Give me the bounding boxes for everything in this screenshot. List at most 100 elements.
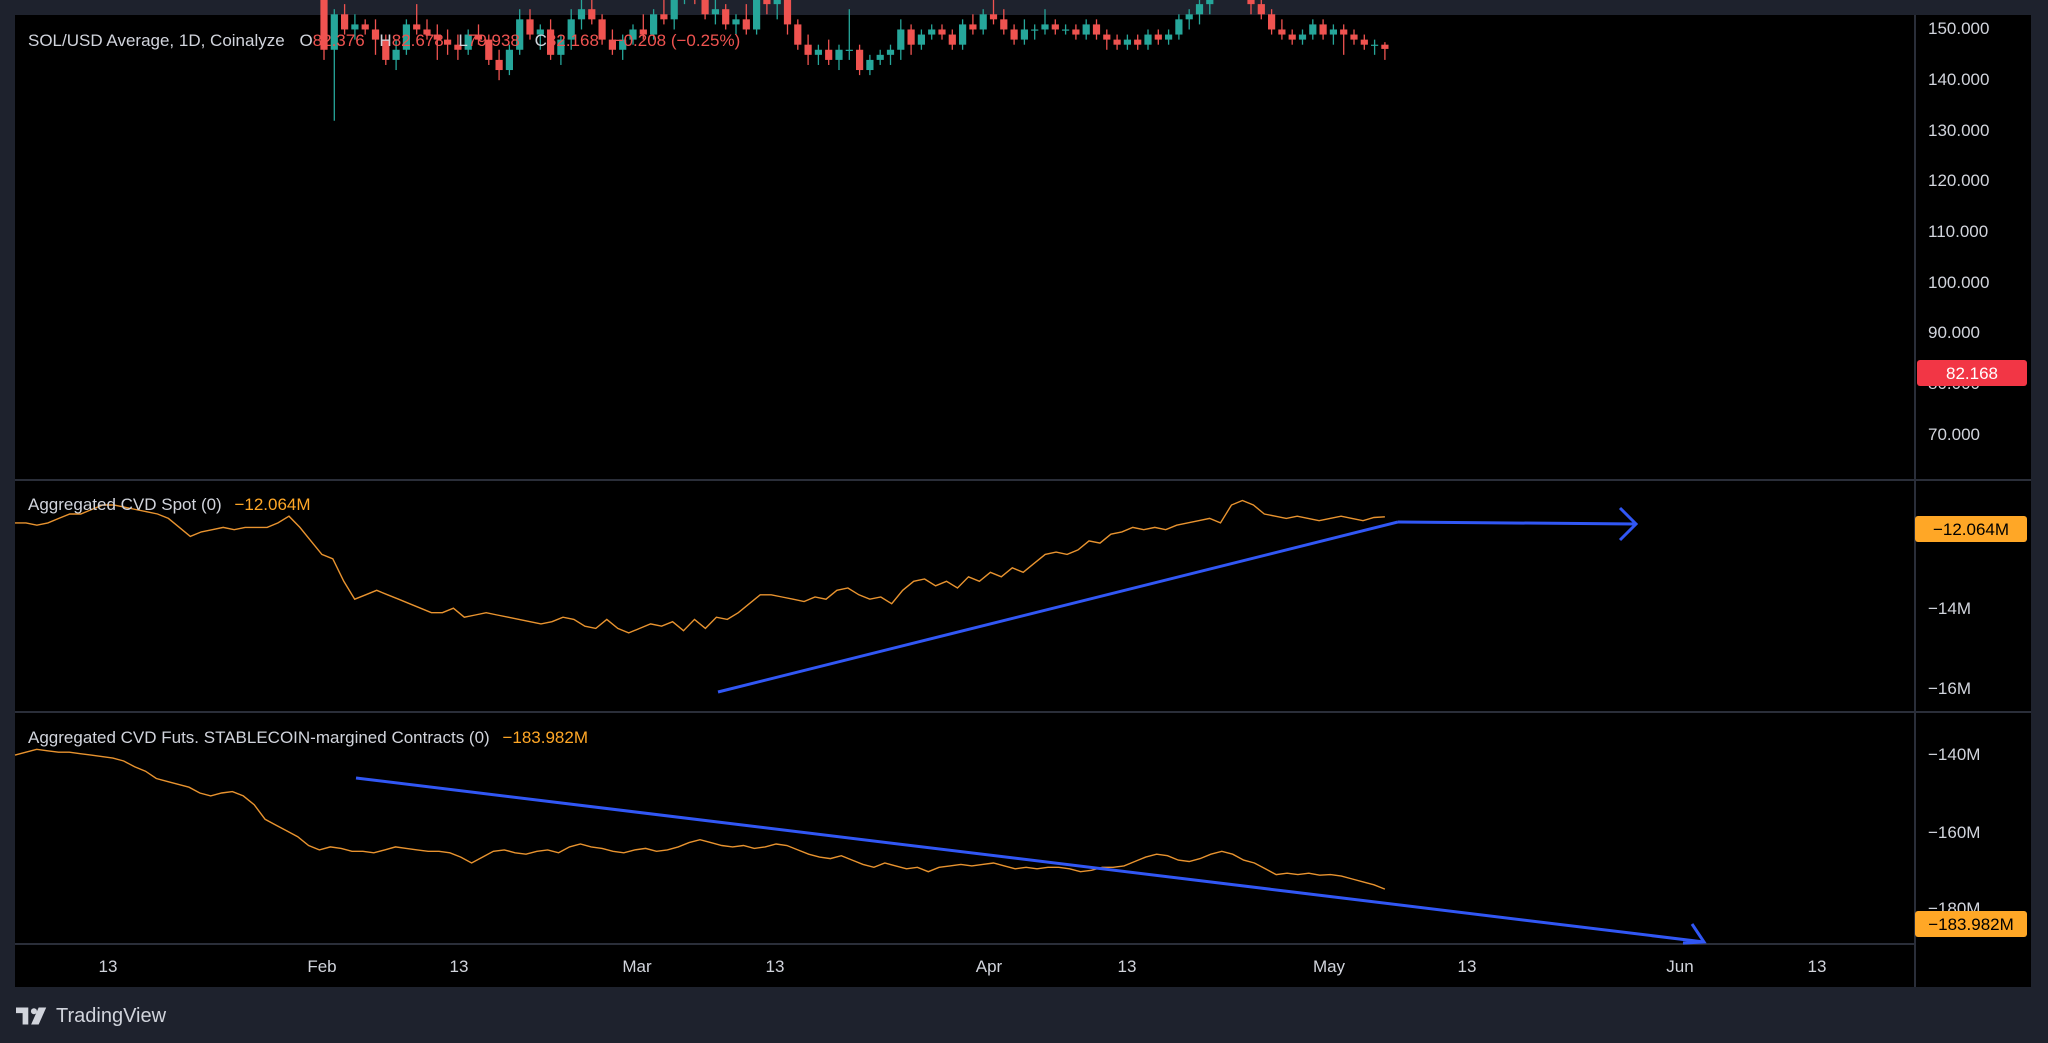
spot-legend-value: −12.064M [234,495,310,514]
price-tick: 90.000 [1928,323,1980,342]
spot-trendline-1[interactable] [717,520,1399,694]
open-label: O [299,31,312,50]
price-tick: 140.000 [1928,70,1989,89]
tradingview-logo-icon [16,1007,47,1025]
spot-axis-value: −12.064M [1933,520,2009,539]
cvd-futs-line [14,748,1386,890]
high-value: 82.678 [392,31,444,50]
candle-body [969,24,977,30]
chart-canvas[interactable] [15,15,2031,987]
candle-body [619,39,627,50]
tradingview-branding[interactable]: TradingView [16,1003,166,1029]
futs-legend[interactable]: Aggregated CVD Futs. STABLECOIN-margined… [28,728,588,747]
candle-body [711,9,719,15]
price-axis[interactable]: 150.000 140.000 130.000 120.000 110.000 … [1928,19,1989,444]
candle-body [773,0,781,5]
time-tick: Jun [1666,957,1693,976]
candle-body [732,19,740,25]
candle-body [454,44,462,50]
spot-tick: −16M [1928,679,1971,698]
candle-body [1371,44,1379,46]
candles [320,0,1389,121]
candle-body [320,0,328,50]
futs-axis[interactable]: −140M −160M −180M −183.982M [1915,745,2027,937]
candle-body [948,34,956,45]
futs-tick: −140M [1928,745,1980,764]
candle-body [650,14,658,35]
candle-body [557,39,565,55]
candle-body [1144,34,1152,45]
candle-body [1051,24,1059,30]
last-price-label: 82.168 [1946,364,1998,383]
candle-body [1185,14,1193,20]
futs-legend-value: −183.982M [502,728,588,747]
cvd-spot-pane[interactable] [15,499,1639,694]
spot-trendline-2[interactable] [1397,520,1637,526]
candle-body [804,44,812,55]
candle-body [1329,29,1337,35]
candle-body [1072,29,1080,35]
candle-body [444,39,452,45]
candle-body [1000,19,1008,30]
candle-body [1381,44,1389,49]
high-label: H [379,31,391,50]
candle-body [341,14,349,30]
candle-body [1268,14,1276,30]
candle-body [423,29,431,35]
time-tick: 13 [1808,957,1827,976]
candle-body [897,29,905,50]
spot-axis[interactable]: −12.064M −14M −16M [1915,516,2027,698]
futs-trendline[interactable] [355,776,1705,944]
futs-trend-arrowhead-icon [1682,923,1707,945]
candle-body [547,29,555,55]
candle-body [722,9,730,25]
candle-body [1195,4,1204,15]
candle-body [588,9,596,20]
candle-body [783,0,792,25]
price-pane[interactable] [11,0,1389,121]
candle-body [876,54,884,60]
price-legend[interactable]: SOL/USD Average, 1D, Coinalyze O82.376 H… [28,31,740,50]
time-axis[interactable]: 13 Feb 13 Mar 13 Apr 13 May 13 Jun 13 [99,957,1827,976]
candle-body [886,49,895,55]
candle-body [856,49,864,71]
candle-body [1092,24,1101,35]
spot-value-tag [1915,516,2027,542]
price-tick: 150.000 [1928,19,1989,38]
candle-body [1134,39,1142,45]
candle-body [742,19,750,30]
candle-body [516,19,524,50]
candle-body [1062,29,1070,31]
candle-body [794,24,802,45]
candle-body [814,49,822,55]
candle-body [959,24,967,45]
price-tick: 130.000 [1928,121,1989,140]
cvd-futs-pane[interactable] [14,748,1707,945]
candle-body [928,29,936,35]
time-tick: 13 [99,957,118,976]
candle-body [505,49,513,71]
spot-legend[interactable]: Aggregated CVD Spot (0) −12.064M [28,495,311,514]
open-value: 82.376 [313,31,365,50]
candle-body [660,14,668,20]
last-price-tag: 82.168 [1917,360,2027,386]
candle-body [1298,34,1307,40]
candle-body [402,24,410,50]
candle-body [485,39,493,60]
time-tick: Apr [976,957,1003,976]
candle-body [1206,0,1214,5]
candle-body [835,49,843,60]
low-value: 79.938 [468,31,520,50]
candle-body [526,19,534,35]
candle-body [361,24,369,30]
time-tick: 13 [766,957,785,976]
candle-body [1082,24,1090,35]
candle-body [1165,34,1173,40]
price-tick: 110.000 [1928,222,1988,241]
candle-body [1010,29,1018,40]
brand-name: TradingView [56,1004,167,1027]
candle-body [433,34,441,40]
candle-body [474,34,483,40]
candle-body [1288,34,1296,40]
